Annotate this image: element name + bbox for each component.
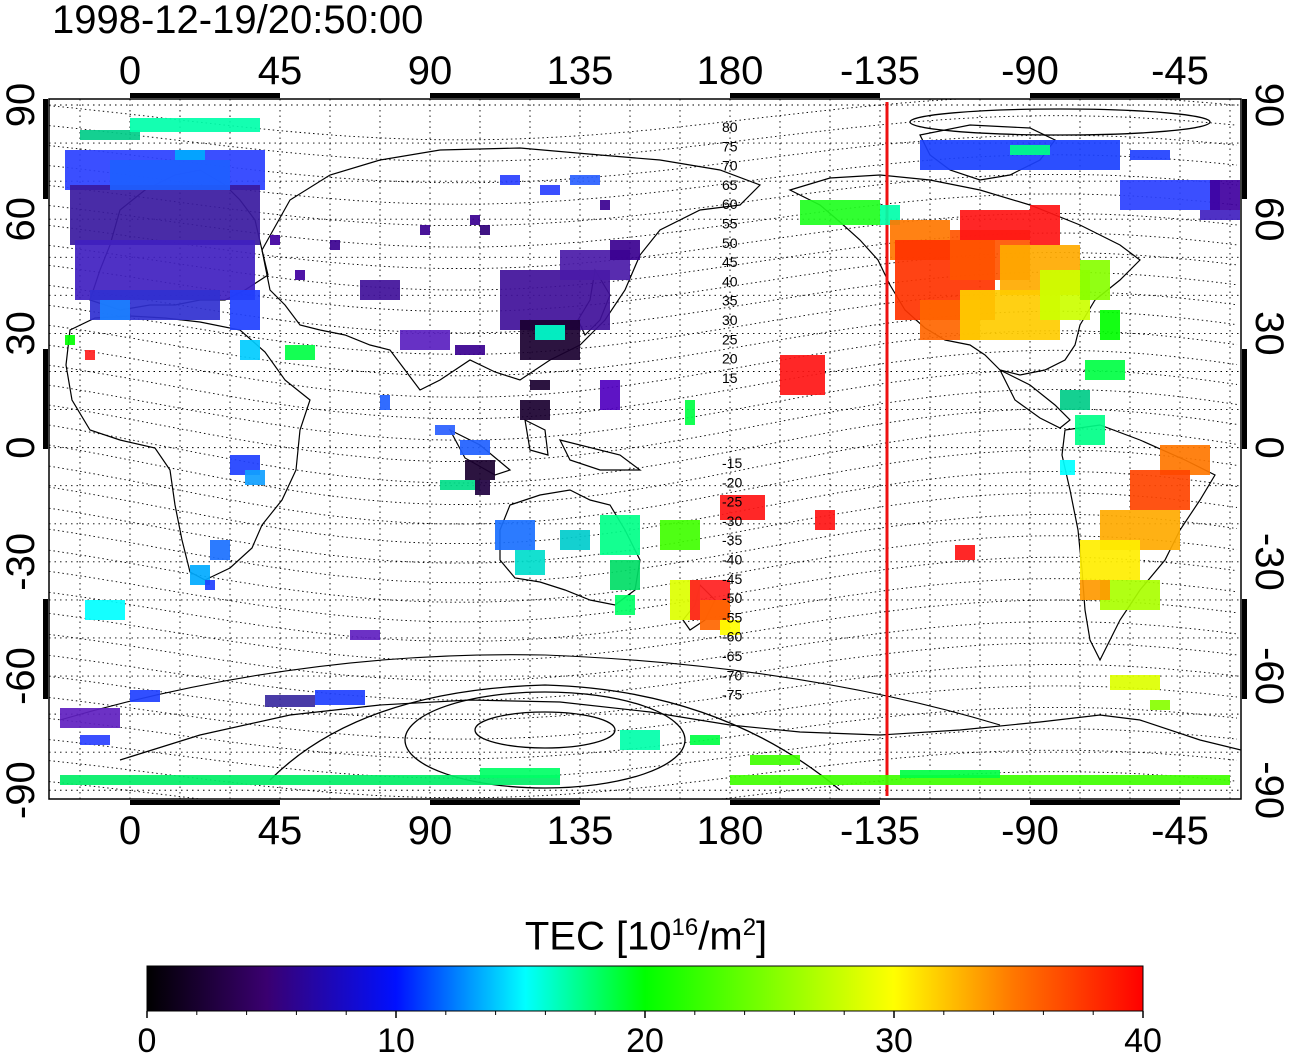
contour-label: 15 xyxy=(722,370,738,386)
contour-label: -65 xyxy=(722,648,742,664)
lon-tick-label-bottom: -135 xyxy=(840,809,920,853)
contour-label: 40 xyxy=(722,273,738,289)
lon-tick-label-bottom: 45 xyxy=(258,809,303,853)
contour-label: -75 xyxy=(722,687,742,703)
contour-label: 45 xyxy=(722,254,738,270)
lat-tick-label-left: -30 xyxy=(0,533,43,591)
lat-tick-label-right: -30 xyxy=(1247,533,1291,591)
colorbar-title-end: ] xyxy=(756,914,768,959)
colorbar-tick-label: 40 xyxy=(1124,1022,1162,1057)
colorbar-ticks: 0 10 20 30 40 xyxy=(138,1011,1162,1057)
lon-tick-label-bottom: -90 xyxy=(1001,809,1059,853)
colorbar-title-main: TEC [10 xyxy=(524,914,672,959)
lat-tick-label-left: 30 xyxy=(0,311,43,356)
lon-tick-label-top: -45 xyxy=(1151,49,1209,93)
colorbar-title: TEC [1016/m2] xyxy=(0,906,1292,958)
contour-label: -40 xyxy=(722,552,742,568)
contour-label: 80 xyxy=(722,119,738,135)
contour-label: -30 xyxy=(722,513,742,529)
colorbar-tick-label: 0 xyxy=(138,1022,157,1057)
tec-observations xyxy=(60,118,1240,785)
lon-tick-label-bottom: 180 xyxy=(697,809,764,853)
frame-bands xyxy=(43,93,1247,805)
lat-tick-label-left: -90 xyxy=(0,761,43,819)
lon-tick-label-bottom: 0 xyxy=(119,809,141,853)
lon-tick-label-top: 180 xyxy=(697,49,764,93)
contour-label: 20 xyxy=(722,351,738,367)
lat-tick-label-right: -60 xyxy=(1247,647,1291,705)
lon-tick-label-top: 0 xyxy=(119,49,141,93)
contour-label: 35 xyxy=(722,293,738,309)
lon-tick-label-bottom: 135 xyxy=(547,809,614,853)
colorbar-title-mid: /m xyxy=(698,914,743,959)
lat-tick-label-left: 60 xyxy=(0,197,43,242)
colorbar-tick-label: 30 xyxy=(875,1022,913,1057)
lon-tick-label-bottom: -45 xyxy=(1151,809,1209,853)
lon-tick-label-top: 45 xyxy=(258,49,303,93)
colorbar xyxy=(146,965,1144,1012)
contour-labels: 80 75 70 65 60 55 50 45 40 35 30 25 20 15 -15 -20 -25 -30… xyxy=(722,119,742,703)
top-longitude-labels: 0 45 90 135 180 -135 -90 -45 xyxy=(119,49,1209,93)
contour-label: 50 xyxy=(722,235,738,251)
contour-label: 30 xyxy=(722,312,738,328)
colorbar-title-exp1: 16 xyxy=(671,914,699,941)
contour-label: 55 xyxy=(722,216,738,232)
lat-tick-label-right: -90 xyxy=(1247,761,1291,819)
contour-label: 25 xyxy=(722,331,738,347)
contour-label: -45 xyxy=(722,571,742,587)
contour-label: -15 xyxy=(722,455,742,471)
lon-tick-label-bottom: 90 xyxy=(408,809,453,853)
contour-label: 70 xyxy=(722,158,738,174)
lon-tick-label-top: -135 xyxy=(840,49,920,93)
lat-tick-label-right: 90 xyxy=(1247,83,1291,128)
contour-label: -60 xyxy=(722,629,742,645)
contour-label: 65 xyxy=(722,177,738,193)
colorbar-tick-label: 20 xyxy=(626,1022,664,1057)
colorbar-title-exp2: 2 xyxy=(742,914,757,941)
contour-label: -25 xyxy=(722,494,742,510)
contour-label: -20 xyxy=(722,474,742,490)
lat-tick-label-right: 60 xyxy=(1247,197,1291,242)
right-latitude-labels: 90 60 30 0 -30 -60 -90 xyxy=(1247,83,1291,819)
contour-label: 75 xyxy=(722,138,738,154)
colorbar-tick-label: 10 xyxy=(377,1022,415,1057)
lon-tick-label-top: 135 xyxy=(547,49,614,93)
lat-tick-label-left: 0 xyxy=(0,436,43,458)
lat-tick-label-right: 0 xyxy=(1247,436,1291,458)
contour-label: -50 xyxy=(722,590,742,606)
contour-label: 60 xyxy=(722,196,738,212)
lon-tick-label-top: -90 xyxy=(1001,49,1059,93)
bottom-longitude-labels: 0 45 90 135 180 -135 -90 -45 xyxy=(119,809,1209,853)
timestamp-title: 1998-12-19/20:50:00 xyxy=(52,0,424,42)
lon-tick-label-top: 90 xyxy=(408,49,453,93)
contour-label: -55 xyxy=(722,609,742,625)
lat-tick-label-left: 90 xyxy=(0,83,43,128)
contour-label: -70 xyxy=(722,667,742,683)
lat-tick-label-right: 30 xyxy=(1247,311,1291,356)
left-latitude-labels: 90 60 30 0 -30 -60 -90 xyxy=(0,83,43,819)
contour-label: -35 xyxy=(722,532,742,548)
lat-tick-label-left: -60 xyxy=(0,647,43,705)
